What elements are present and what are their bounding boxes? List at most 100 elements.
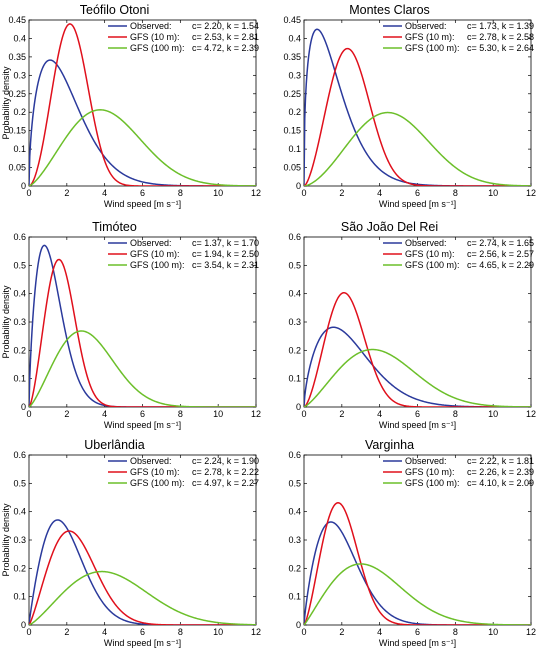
y-tick-label: 0.05 bbox=[8, 163, 26, 173]
y-tick-label: 0.15 bbox=[8, 126, 26, 136]
series-line-gfs10 bbox=[304, 502, 531, 625]
legend-series-name: Observed: bbox=[405, 456, 447, 466]
x-axis-label: Wind speed [m s⁻¹] bbox=[379, 638, 456, 648]
chart-panel-6: 0 2 4 6 8 10 12 0 0.1 0.2 0.3 0.4 0.5 0.6 Varginha Wind… bbox=[288, 438, 536, 648]
legend-series-name: GFS (100 m): bbox=[405, 478, 460, 488]
y-tick-label: 0.2 bbox=[288, 107, 301, 117]
y-tick-label: 0.6 bbox=[13, 450, 26, 460]
y-tick-label: 0.2 bbox=[288, 563, 301, 573]
legend-series-params: c= 5.30, k = 2.64 bbox=[467, 43, 534, 53]
legend-series-name: GFS (10 m): bbox=[405, 249, 455, 259]
y-tick-label: 0 bbox=[21, 402, 26, 412]
y-tick-label: 0.35 bbox=[283, 52, 301, 62]
y-tick-label: 0.35 bbox=[8, 52, 26, 62]
x-tick-label: 2 bbox=[339, 409, 344, 419]
x-tick-label: 0 bbox=[26, 627, 31, 637]
series-line-observed bbox=[29, 59, 256, 186]
y-tick-label: 0.3 bbox=[288, 70, 301, 80]
legend-series-name: GFS (100 m): bbox=[130, 478, 185, 488]
y-tick-label: 0.4 bbox=[288, 33, 301, 43]
x-axis-label: Wind speed [m s⁻¹] bbox=[104, 638, 181, 648]
legend-series-params: c= 1.94, k = 2.50 bbox=[192, 249, 259, 259]
x-tick-label: 6 bbox=[140, 409, 145, 419]
legend-series-name: Observed: bbox=[130, 21, 172, 31]
series-line-gfs10 bbox=[29, 258, 256, 407]
x-tick-label: 4 bbox=[377, 627, 382, 637]
series-line-gfs100 bbox=[29, 570, 256, 625]
legend-series-params: c= 2.56, k = 2.57 bbox=[467, 249, 534, 259]
legend-series-name: GFS (100 m): bbox=[405, 260, 460, 270]
legend-series-name: GFS (100 m): bbox=[130, 260, 185, 270]
legend-series-name: GFS (10 m): bbox=[130, 467, 180, 477]
legend-series-name: Observed: bbox=[405, 21, 447, 31]
chart-title: São João Del Rei bbox=[341, 220, 438, 234]
chart-panel-3: 0 2 4 6 8 10 12 0 0.1 0.2 0.3 0.4 0.5 0.6 Timóteo Wind … bbox=[1, 220, 261, 430]
legend-series-params: c= 4.97, k = 2.27 bbox=[192, 478, 259, 488]
legend-series-params: c= 2.22, k = 1.81 bbox=[467, 456, 534, 466]
series-line-observed bbox=[29, 244, 256, 407]
x-tick-label: 0 bbox=[26, 188, 31, 198]
x-tick-label: 12 bbox=[526, 627, 536, 637]
x-tick-label: 0 bbox=[301, 188, 306, 198]
legend-series-params: c= 2.53, k = 2.81 bbox=[192, 32, 259, 42]
x-tick-label: 10 bbox=[213, 627, 223, 637]
y-axis-label: Probability density bbox=[1, 66, 11, 140]
x-tick-label: 0 bbox=[301, 409, 306, 419]
y-tick-label: 0.1 bbox=[288, 144, 301, 154]
chart-panel-1: 0 2 4 6 8 10 12 0 0.05 0.1 0.15 0.2 0.25 0.3 0.35 0.4 0.… bbox=[1, 3, 261, 209]
series-line-observed bbox=[304, 326, 531, 407]
x-tick-label: 4 bbox=[102, 627, 107, 637]
y-tick-label: 0.2 bbox=[13, 107, 26, 117]
legend-series-params: c= 2.20, k = 1.54 bbox=[192, 21, 259, 31]
y-tick-label: 0.5 bbox=[288, 478, 301, 488]
x-tick-label: 8 bbox=[178, 627, 183, 637]
legend-series-params: c= 3.54, k = 2.31 bbox=[192, 260, 259, 270]
y-tick-label: 0.2 bbox=[13, 345, 26, 355]
legend-series-params: c= 2.78, k = 2.58 bbox=[467, 32, 534, 42]
legend: Observed: c= 1.37, k = 1.70 GFS (10 m): c= … bbox=[108, 238, 259, 270]
x-tick-label: 4 bbox=[377, 188, 382, 198]
series-line-gfs10 bbox=[29, 23, 256, 186]
y-tick-label: 0.4 bbox=[13, 289, 26, 299]
legend-series-name: GFS (100 m): bbox=[130, 43, 185, 53]
series-line-observed bbox=[29, 519, 256, 625]
x-tick-label: 12 bbox=[251, 409, 261, 419]
x-tick-label: 8 bbox=[178, 409, 183, 419]
series-line-gfs100 bbox=[304, 348, 531, 407]
legend-series-name: Observed: bbox=[405, 238, 447, 248]
series-line-observed bbox=[304, 521, 531, 625]
series-line-gfs100 bbox=[304, 563, 531, 625]
y-tick-label: 0.5 bbox=[13, 260, 26, 270]
y-tick-label: 0.25 bbox=[8, 89, 26, 99]
y-tick-label: 0.3 bbox=[13, 70, 26, 80]
x-tick-label: 10 bbox=[213, 188, 223, 198]
chart-title: Varginha bbox=[365, 438, 414, 452]
legend-series-params: c= 2.74, k = 1.65 bbox=[467, 238, 534, 248]
y-tick-label: 0.5 bbox=[288, 260, 301, 270]
y-tick-label: 0.2 bbox=[288, 345, 301, 355]
x-tick-label: 0 bbox=[301, 627, 306, 637]
y-axis-label: Probability density bbox=[1, 503, 11, 577]
chart-panel-4: 0 2 4 6 8 10 12 0 0.1 0.2 0.3 0.4 0.5 0.6 São João Del… bbox=[288, 220, 536, 430]
legend: Observed: c= 2.74, k = 1.65 GFS (10 m): c= … bbox=[383, 238, 534, 270]
y-tick-label: 0.4 bbox=[288, 507, 301, 517]
y-tick-label: 0.3 bbox=[13, 317, 26, 327]
legend-series-name: GFS (10 m): bbox=[130, 249, 180, 259]
series-line-gfs10 bbox=[304, 47, 531, 186]
series-line-gfs100 bbox=[304, 111, 531, 186]
x-tick-label: 6 bbox=[415, 409, 420, 419]
x-tick-label: 10 bbox=[488, 627, 498, 637]
legend-series-params: c= 1.73, k = 1.39 bbox=[467, 21, 534, 31]
legend-series-name: GFS (10 m): bbox=[405, 32, 455, 42]
legend-series-params: c= 2.24, k = 1.90 bbox=[192, 456, 259, 466]
y-tick-label: 0 bbox=[21, 620, 26, 630]
legend: Observed: c= 2.22, k = 1.81 GFS (10 m): c= … bbox=[383, 456, 534, 488]
legend: Observed: c= 1.73, k = 1.39 GFS (10 m): c= … bbox=[383, 21, 534, 53]
chart-title: Montes Claros bbox=[349, 3, 430, 17]
x-tick-label: 4 bbox=[102, 409, 107, 419]
x-tick-label: 12 bbox=[251, 188, 261, 198]
series-line-gfs10 bbox=[29, 530, 256, 625]
y-tick-label: 0.4 bbox=[13, 507, 26, 517]
y-tick-label: 0.3 bbox=[288, 535, 301, 545]
